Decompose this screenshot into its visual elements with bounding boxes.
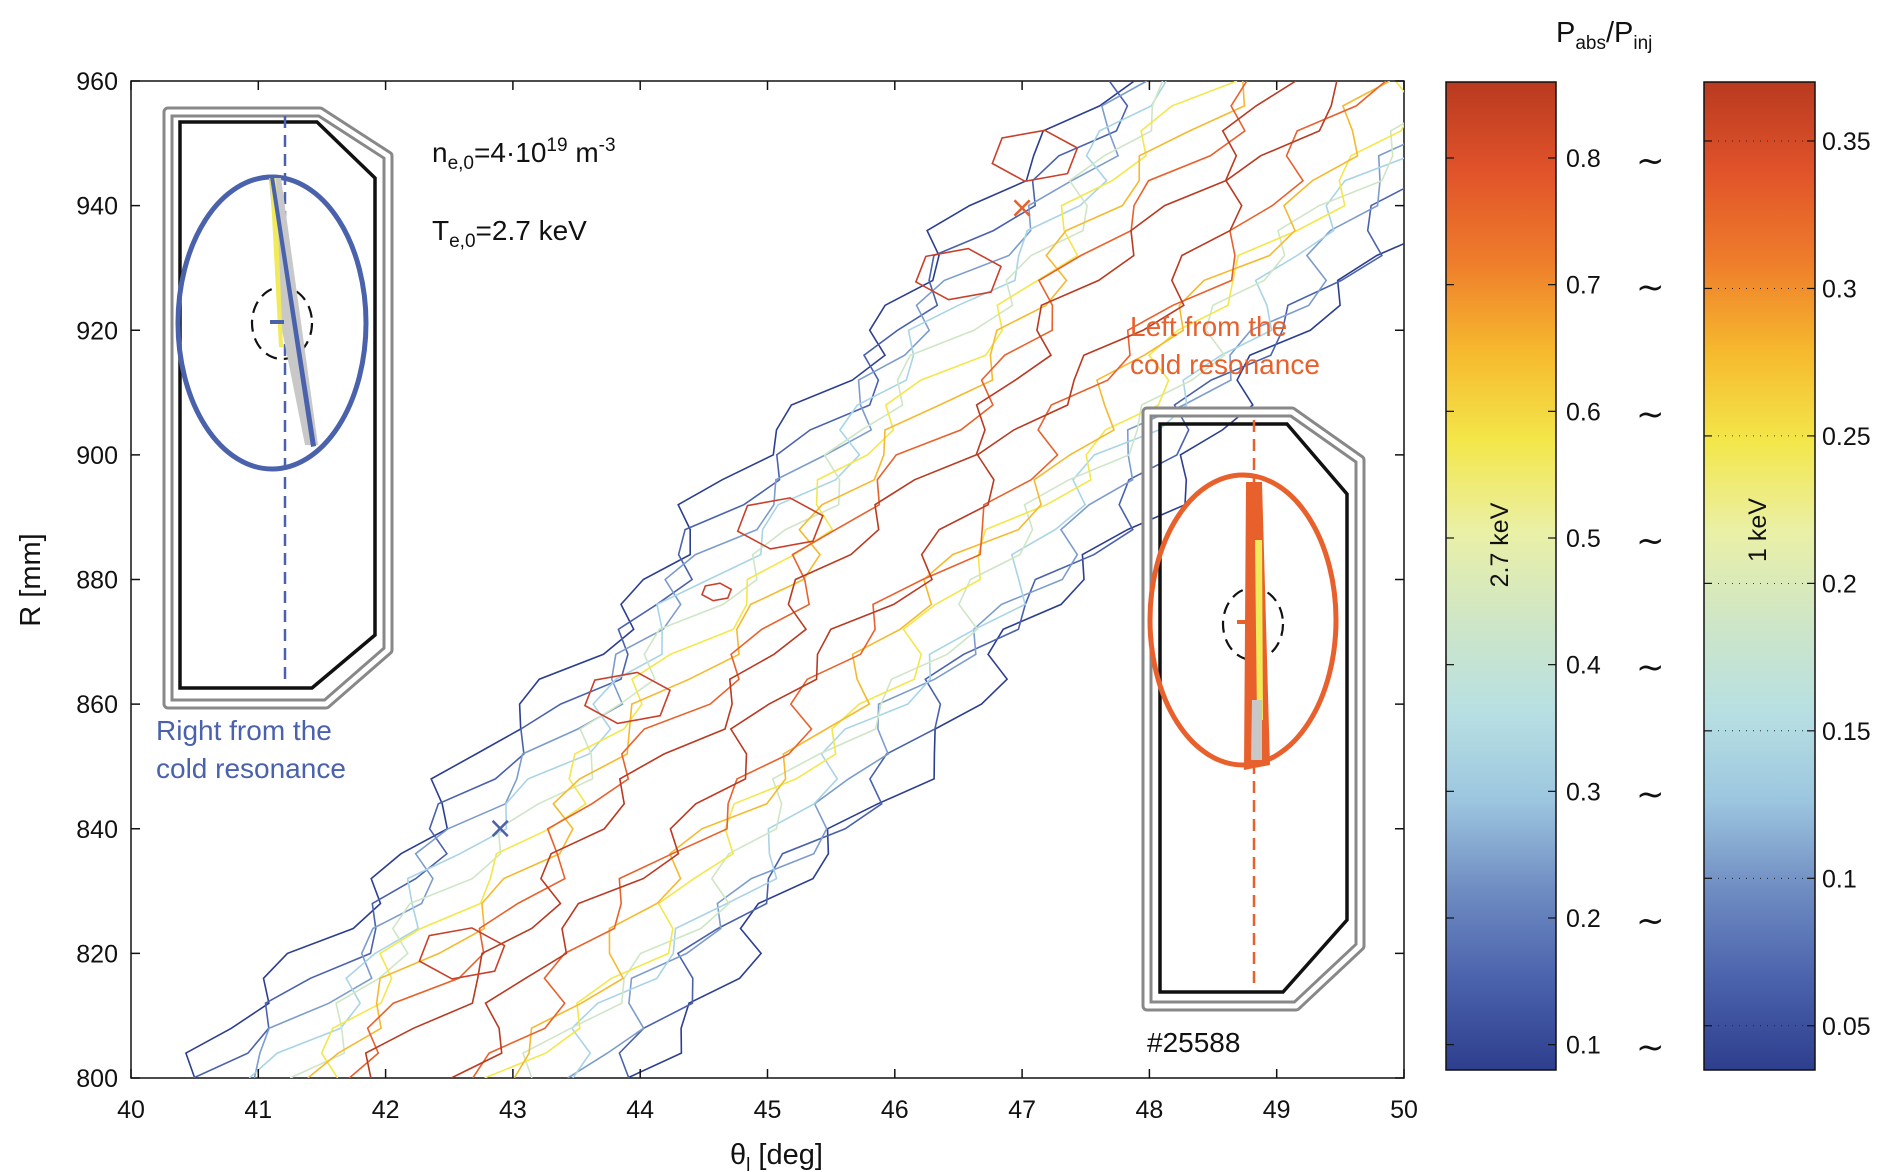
colorbar-tick-label: 0.25 [1822,423,1871,451]
x-tick-label: 49 [1263,1096,1291,1124]
plot-area: 40 41 42 43 44 45 46 47 48 49 50 800 820 840 860 880 90… [76,68,1418,1124]
inset-right-of-resonance: Right from the cold resonance [156,106,394,784]
tilde-mark: ~ [1636,648,1665,688]
y-tick-label: 860 [76,691,118,719]
contour-line-0.85 [450,81,1338,1078]
x-tick-label: 47 [1008,1096,1036,1124]
inset-left-label-line2: cold resonance [1130,349,1320,380]
colorbar-tick-label: 0.2 [1566,905,1601,933]
y-axis-ticks: 800 820 840 860 880 900 920 940 960 [76,68,1404,1093]
x-tick-label: 50 [1390,1096,1418,1124]
x-tick-label: 42 [372,1096,400,1124]
x-tick-label: 48 [1135,1096,1163,1124]
x-tick-label: 41 [244,1096,272,1124]
colorbar-2p7kev-label: 2.7 keV [1486,502,1514,587]
contour-peak [418,927,506,980]
x-axis-label: θl [deg] [730,1139,823,1172]
shot-number: #25588 [1147,1027,1240,1058]
colorbar-2p7kev: 2.7 keV 0.1 ~0.2 ~0.3 ~0.4 ~0.5 ~0.6 ~0.7 ~0.8 ~ [1445,81,1665,1071]
y-tick-label: 960 [76,68,118,96]
colorbar-1kev-label: 1 keV [1744,498,1772,562]
plot-frame [130,80,1405,1079]
contour-peak [736,497,824,550]
contour-line-0.2 [193,81,1129,1078]
inset-left-label-line1: Left from the [1130,311,1287,342]
colorbar-tick-label: 0.7 [1566,272,1601,300]
tilde-mark: ~ [1636,394,1665,434]
colorbar-tick-label: 0.3 [1566,778,1601,806]
temperature-annotation: Te,0=2.7 keV [432,215,587,252]
inset-right-label-line2: cold resonance [156,753,346,784]
colorbar-tick-label: 0.2 [1822,570,1857,598]
contour-line-0.1 [184,81,1135,1078]
contour-line-0.4 [248,81,1167,1078]
colorbar-tick-label: 0.15 [1822,718,1871,746]
colorbar-tick-label: 0.05 [1822,1013,1871,1041]
contour-peak [700,582,733,602]
contour-line-0.1 [627,242,1404,1078]
contour-line-0.4 [570,157,1404,1078]
contour-line-0.5 [522,122,1404,1078]
colorbar-tick-label: 0.8 [1566,145,1601,173]
contour-lines [184,81,1404,1078]
tilde-mark: ~ [1636,901,1665,941]
tilde-mark: ~ [1636,268,1665,308]
x-tick-label: 43 [499,1096,527,1124]
x-axis-ticks: 40 41 42 43 44 45 46 47 48 49 50 [117,81,1418,1124]
colorbar-tick-label: 0.4 [1566,652,1601,680]
contour-peak [583,671,671,725]
y-tick-label: 920 [76,317,118,345]
colorbar-tick-label: 0.1 [1566,1032,1601,1060]
x-tick-label: 46 [881,1096,909,1124]
colorbar-1kev-ticks: 0.05 0.1 0.15 0.2 0.25 0.3 0.35 [1704,128,1871,1041]
tilde-mark: ~ [1636,521,1665,561]
y-axis-label: R [mm] [15,533,47,626]
inset-right-label-line1: Right from the [156,715,332,746]
y-tick-label: 840 [76,816,118,844]
tilde-mark: ~ [1636,1028,1665,1068]
colorbar-2p7kev-ticks: 0.1 ~0.2 ~0.3 ~0.4 ~0.5 ~0.6 ~0.7 ~0.8 ~ [1446,141,1665,1068]
marker-x: × [1010,191,1035,226]
y-tick-label: 900 [76,442,118,470]
y-tick-label: 820 [76,940,118,968]
colorbar-tick-label: 0.3 [1822,275,1857,303]
marker-x: × [488,811,513,846]
contour-line-0.8 [348,81,1248,1078]
colorbar-tick-label: 0.5 [1566,525,1601,553]
y-tick-label: 800 [76,1065,118,1093]
x-tick-label: 45 [754,1096,782,1124]
tilde-mark: ~ [1636,774,1665,814]
y-tick-label: 940 [76,193,118,221]
colorbar-tick-label: 0.6 [1566,398,1601,426]
colorbar-1kev-fill [1703,81,1816,1071]
contour-line-0.6 [320,81,1238,1078]
y-tick-label: 880 [76,567,118,595]
x-tick-label: 40 [117,1096,145,1124]
contour-line-0.2 [618,187,1404,1078]
x-tick-label: 44 [626,1096,654,1124]
colorbar-tick-label: 0.1 [1822,865,1857,893]
colorbar-1kev: 1 keV 0.05 0.1 0.15 0.2 0.25 0.3 0.35 [1703,81,1871,1071]
markers: ×× [488,191,1035,846]
contour-line-0.3 [253,81,1148,1078]
contour-line-0.6 [484,81,1404,1078]
contour-line-0.85 [364,81,1297,1078]
contour-line-0.7 [307,81,1246,1078]
tilde-mark: ~ [1636,141,1665,181]
colorbar-title: Pabs/Pinj [1556,17,1652,54]
contour-peak [991,129,1079,183]
contour-peak [914,247,1002,301]
colorbar-tick-label: 0.35 [1822,128,1871,156]
inset-left-of-resonance: Left from the cold resonance #25588 [1130,311,1366,1058]
colorbar-2p7kev-fill [1445,81,1557,1071]
density-annotation: ne,0=4·1019 m-3 [432,135,616,174]
contour-line-0.8 [472,81,1387,1078]
contour-line-0.5 [289,81,1164,1078]
